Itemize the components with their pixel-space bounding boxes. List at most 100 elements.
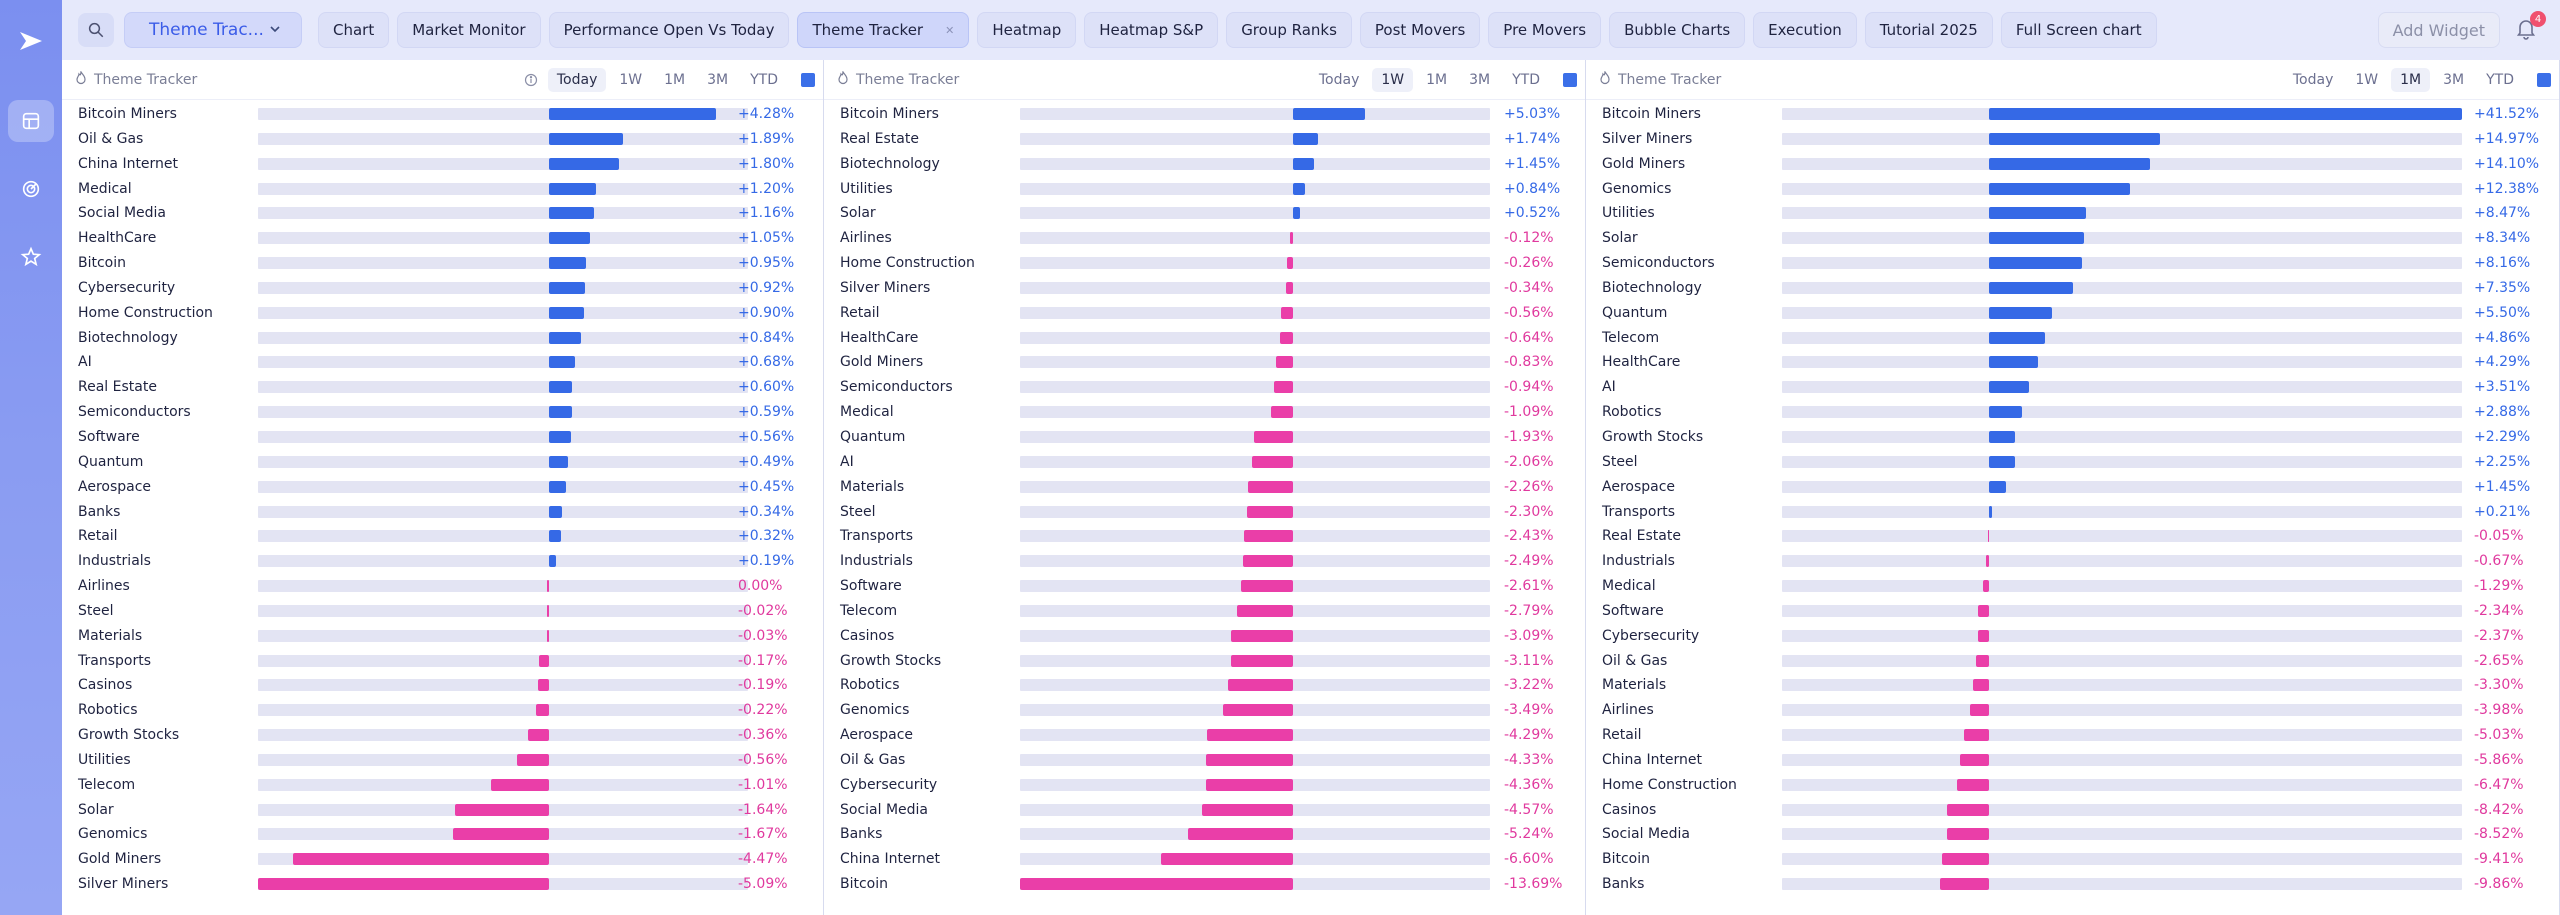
- theme-row[interactable]: Telecom -2.79%: [824, 599, 1585, 624]
- tab-group-ranks[interactable]: Group Ranks: [1226, 12, 1352, 48]
- color-swatch[interactable]: [1563, 73, 1577, 87]
- theme-row[interactable]: Banks -9.86%: [1586, 872, 2559, 897]
- theme-row[interactable]: Cybersecurity -2.37%: [1586, 624, 2559, 649]
- theme-row[interactable]: Transports -2.43%: [824, 524, 1585, 549]
- theme-row[interactable]: Transports +0.21%: [1586, 500, 2559, 525]
- tab-performance-open-vs-today[interactable]: Performance Open Vs Today: [548, 12, 790, 48]
- theme-row[interactable]: Aerospace +0.45%: [62, 475, 823, 500]
- theme-row[interactable]: Industrials -2.49%: [824, 549, 1585, 574]
- theme-row[interactable]: Utilities +0.84%: [824, 177, 1585, 202]
- color-swatch[interactable]: [2537, 73, 2551, 87]
- theme-row[interactable]: Banks -5.24%: [824, 822, 1585, 847]
- add-widget-button[interactable]: Add Widget: [2377, 12, 2500, 48]
- theme-row[interactable]: Utilities +8.47%: [1586, 201, 2559, 226]
- timeframe-ytd[interactable]: YTD: [750, 72, 778, 88]
- timeframe-today[interactable]: Today: [1318, 72, 1360, 88]
- theme-row[interactable]: Software -2.61%: [824, 574, 1585, 599]
- timeframe-1w[interactable]: 1W: [619, 72, 643, 88]
- theme-row[interactable]: Retail -0.56%: [824, 301, 1585, 326]
- theme-row[interactable]: Solar +0.52%: [824, 201, 1585, 226]
- theme-row[interactable]: Growth Stocks +2.29%: [1586, 425, 2559, 450]
- theme-row[interactable]: Steel -2.30%: [824, 500, 1585, 525]
- theme-row[interactable]: Robotics +2.88%: [1586, 400, 2559, 425]
- theme-row[interactable]: AI +3.51%: [1586, 375, 2559, 400]
- theme-row[interactable]: Steel -0.02%: [62, 599, 823, 624]
- theme-row[interactable]: Bitcoin -9.41%: [1586, 847, 2559, 872]
- theme-row[interactable]: Genomics -3.49%: [824, 698, 1585, 723]
- theme-row[interactable]: Solar -1.64%: [62, 798, 823, 823]
- search-icon[interactable]: [78, 13, 114, 47]
- timeframe-3m[interactable]: 3M: [1469, 72, 1491, 88]
- theme-row[interactable]: AI +0.68%: [62, 350, 823, 375]
- theme-row[interactable]: Social Media -4.57%: [824, 798, 1585, 823]
- radar-icon[interactable]: [8, 168, 54, 210]
- theme-row[interactable]: Medical -1.09%: [824, 400, 1585, 425]
- color-swatch[interactable]: [801, 73, 815, 87]
- theme-row[interactable]: Industrials +0.19%: [62, 549, 823, 574]
- theme-row[interactable]: Robotics -3.22%: [824, 673, 1585, 698]
- theme-row[interactable]: Medical +1.20%: [62, 177, 823, 202]
- theme-row[interactable]: Silver Miners -5.09%: [62, 872, 823, 897]
- theme-row[interactable]: China Internet -6.60%: [824, 847, 1585, 872]
- theme-row[interactable]: Biotechnology +0.84%: [62, 326, 823, 351]
- theme-row[interactable]: Software -2.34%: [1586, 599, 2559, 624]
- tab-heatmap-s-p[interactable]: Heatmap S&P: [1084, 12, 1219, 48]
- tab-chart[interactable]: Chart: [318, 12, 390, 48]
- theme-row[interactable]: Cybersecurity +0.92%: [62, 276, 823, 301]
- theme-row[interactable]: Bitcoin Miners +5.03%: [824, 102, 1585, 127]
- theme-row[interactable]: Telecom +4.86%: [1586, 326, 2559, 351]
- theme-row[interactable]: Quantum +0.49%: [62, 450, 823, 475]
- timeframe-1m[interactable]: 1M: [1426, 72, 1448, 88]
- timeframe-1w[interactable]: 1W: [1372, 68, 1414, 92]
- theme-row[interactable]: Gold Miners -0.83%: [824, 350, 1585, 375]
- timeframe-1m[interactable]: 1M: [2391, 68, 2431, 92]
- star-icon[interactable]: [8, 236, 54, 278]
- theme-row[interactable]: Silver Miners -0.34%: [824, 276, 1585, 301]
- theme-row[interactable]: Oil & Gas -4.33%: [824, 748, 1585, 773]
- theme-row[interactable]: Social Media -8.52%: [1586, 822, 2559, 847]
- theme-row[interactable]: Materials -2.26%: [824, 475, 1585, 500]
- logo-play-icon[interactable]: [16, 26, 46, 56]
- timeframe-today[interactable]: Today: [547, 68, 607, 92]
- theme-row[interactable]: Software +0.56%: [62, 425, 823, 450]
- timeframe-1w[interactable]: 1W: [2355, 72, 2379, 88]
- theme-row[interactable]: Home Construction -6.47%: [1586, 773, 2559, 798]
- tab-theme-tracker[interactable]: Theme Tracker ✕: [797, 12, 970, 48]
- theme-row[interactable]: Silver Miners +14.97%: [1586, 127, 2559, 152]
- theme-row[interactable]: Airlines -3.98%: [1586, 698, 2559, 723]
- tab-heatmap[interactable]: Heatmap: [977, 12, 1077, 48]
- theme-row[interactable]: Cybersecurity -4.36%: [824, 773, 1585, 798]
- widget-select[interactable]: Theme Trac...: [124, 12, 302, 48]
- theme-row[interactable]: Semiconductors -0.94%: [824, 375, 1585, 400]
- theme-row[interactable]: Real Estate +1.74%: [824, 127, 1585, 152]
- theme-row[interactable]: Quantum -1.93%: [824, 425, 1585, 450]
- theme-row[interactable]: Steel +2.25%: [1586, 450, 2559, 475]
- theme-row[interactable]: Growth Stocks -0.36%: [62, 723, 823, 748]
- timeframe-today[interactable]: Today: [2292, 72, 2334, 88]
- theme-row[interactable]: Oil & Gas -2.65%: [1586, 649, 2559, 674]
- info-icon[interactable]: [524, 73, 538, 87]
- theme-row[interactable]: Aerospace +1.45%: [1586, 475, 2559, 500]
- theme-row[interactable]: China Internet +1.80%: [62, 152, 823, 177]
- theme-row[interactable]: Bitcoin Miners +4.28%: [62, 102, 823, 127]
- theme-row[interactable]: AI -2.06%: [824, 450, 1585, 475]
- timeframe-ytd[interactable]: YTD: [2486, 72, 2514, 88]
- theme-row[interactable]: Real Estate +0.60%: [62, 375, 823, 400]
- theme-row[interactable]: Bitcoin -13.69%: [824, 872, 1585, 897]
- theme-row[interactable]: Semiconductors +0.59%: [62, 400, 823, 425]
- timeframe-3m[interactable]: 3M: [707, 72, 729, 88]
- theme-row[interactable]: Gold Miners -4.47%: [62, 847, 823, 872]
- theme-row[interactable]: Semiconductors +8.16%: [1586, 251, 2559, 276]
- theme-row[interactable]: Genomics +12.38%: [1586, 177, 2559, 202]
- theme-row[interactable]: Industrials -0.67%: [1586, 549, 2559, 574]
- theme-row[interactable]: Biotechnology +1.45%: [824, 152, 1585, 177]
- theme-row[interactable]: Airlines 0.00%: [62, 574, 823, 599]
- theme-row[interactable]: Gold Miners +14.10%: [1586, 152, 2559, 177]
- tab-post-movers[interactable]: Post Movers: [1359, 12, 1481, 48]
- tab-tutorial-2025[interactable]: Tutorial 2025: [1864, 12, 1993, 48]
- theme-row[interactable]: Real Estate -0.05%: [1586, 524, 2559, 549]
- theme-row[interactable]: Banks +0.34%: [62, 500, 823, 525]
- theme-row[interactable]: Home Construction +0.90%: [62, 301, 823, 326]
- theme-row[interactable]: Biotechnology +7.35%: [1586, 276, 2559, 301]
- theme-row[interactable]: Transports -0.17%: [62, 649, 823, 674]
